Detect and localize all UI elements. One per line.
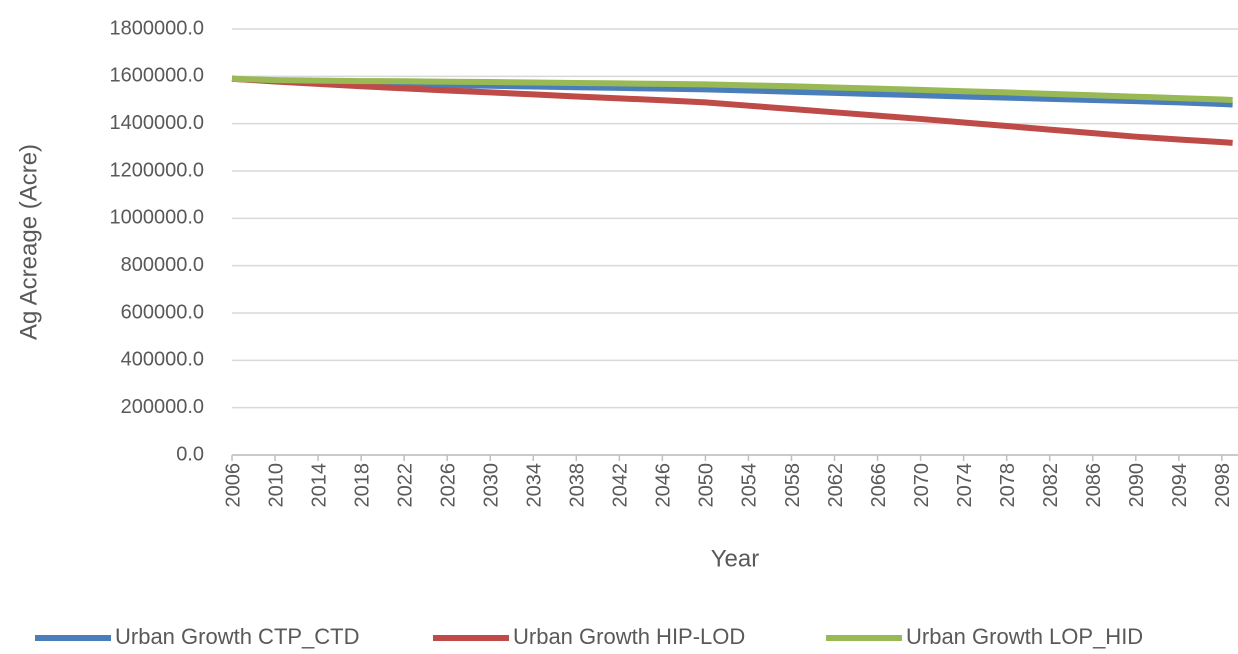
series-line <box>231 75 1233 103</box>
y-tick-label: 600000.0 <box>121 301 204 323</box>
x-tick-label: 2086 <box>1083 463 1105 508</box>
x-tick-label: 2082 <box>1040 463 1062 508</box>
x-tick-label: 2058 <box>782 463 804 508</box>
x-tick-label: 2010 <box>265 463 287 508</box>
y-tick-label: 1600000.0 <box>109 65 204 87</box>
x-tick-label: 2022 <box>394 463 416 508</box>
y-tick-label: 1400000.0 <box>109 112 204 134</box>
x-tick-label: 2090 <box>1126 463 1148 508</box>
x-tick-label: 2006 <box>222 463 244 508</box>
legend-label: Urban Growth CTP_CTD <box>115 624 360 649</box>
x-tick-label: 2098 <box>1212 463 1234 508</box>
x-tick-label: 2046 <box>653 463 675 508</box>
legend-label: Urban Growth LOP_HID <box>906 624 1143 649</box>
y-tick-label: 1800000.0 <box>109 17 204 39</box>
x-tick-label: 2094 <box>1169 463 1191 508</box>
x-tick-label: 2014 <box>308 463 330 508</box>
y-tick-label: 200000.0 <box>121 396 204 418</box>
legend-label: Urban Growth HIP-LOD <box>513 624 745 649</box>
y-tick-label: 1000000.0 <box>109 207 204 229</box>
y-tick-label: 1200000.0 <box>109 159 204 181</box>
x-tick-label: 2026 <box>437 463 459 508</box>
x-tick-label: 2066 <box>868 463 890 508</box>
x-tick-label: 2054 <box>739 463 761 508</box>
y-axis-title: Ag Acreage (Acre) <box>15 144 42 340</box>
x-tick-label: 2070 <box>911 463 933 508</box>
x-tick-label: 2030 <box>481 463 503 508</box>
x-tick-label: 2038 <box>567 463 589 508</box>
x-tick-label: 2034 <box>524 463 546 508</box>
series-line <box>231 75 1233 146</box>
x-tick-label: 2078 <box>997 463 1019 508</box>
y-tick-label: 400000.0 <box>121 349 204 371</box>
x-tick-label: 2042 <box>610 463 632 508</box>
x-tick-label: 2062 <box>825 463 847 508</box>
x-tick-label: 2074 <box>954 463 976 508</box>
x-tick-label: 2050 <box>696 463 718 508</box>
y-tick-label: 800000.0 <box>121 254 204 276</box>
x-axis-title: Year <box>711 545 760 572</box>
x-tick-label: 2018 <box>351 463 373 508</box>
y-tick-label: 0.0 <box>176 443 204 465</box>
